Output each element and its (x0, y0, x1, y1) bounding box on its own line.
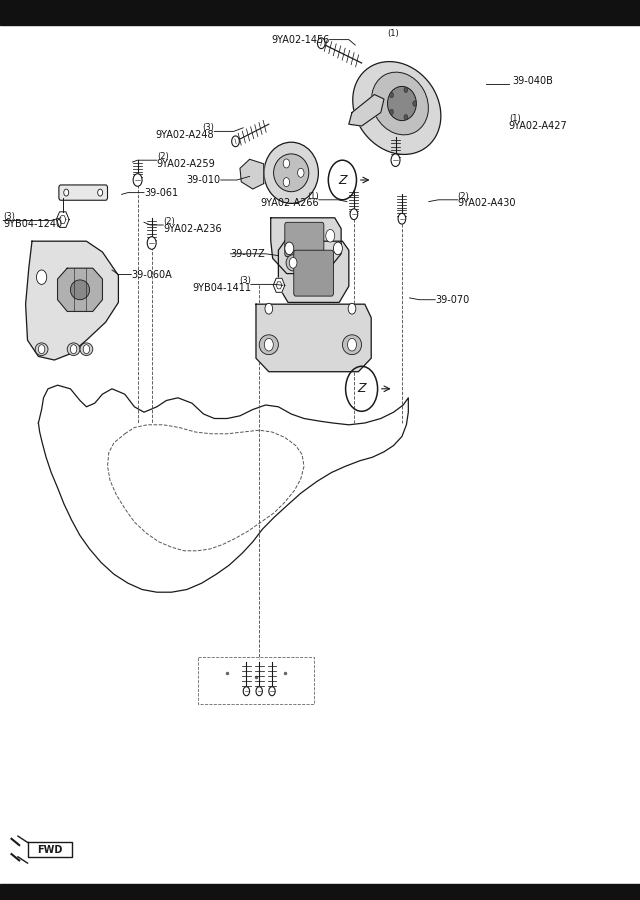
Circle shape (285, 242, 294, 255)
Text: Z: Z (357, 382, 366, 395)
Circle shape (333, 242, 342, 255)
Circle shape (391, 154, 400, 166)
Ellipse shape (35, 343, 48, 356)
Bar (0, 884, 640, 900)
Polygon shape (256, 304, 371, 372)
Circle shape (38, 345, 45, 354)
Text: 9YA02-A259: 9YA02-A259 (157, 158, 216, 169)
Circle shape (289, 257, 297, 268)
Circle shape (348, 338, 356, 351)
Circle shape (404, 114, 408, 120)
Text: 39-070: 39-070 (435, 294, 470, 305)
Ellipse shape (80, 343, 93, 356)
Circle shape (298, 168, 304, 177)
Circle shape (404, 87, 408, 93)
Ellipse shape (388, 86, 417, 121)
Circle shape (83, 345, 90, 354)
Polygon shape (271, 218, 341, 274)
Text: 9YA02-A266: 9YA02-A266 (260, 198, 319, 209)
Text: (1): (1) (307, 192, 319, 201)
Text: 9YB04-1240: 9YB04-1240 (3, 219, 62, 230)
Ellipse shape (274, 154, 309, 192)
Circle shape (64, 189, 68, 196)
Circle shape (70, 345, 77, 354)
Polygon shape (240, 159, 264, 189)
FancyBboxPatch shape (285, 222, 324, 256)
Text: (2): (2) (163, 217, 175, 226)
Text: 39-040B: 39-040B (512, 76, 553, 86)
Text: 39-010: 39-010 (187, 175, 221, 185)
Text: 9YB04-1411: 9YB04-1411 (192, 283, 251, 293)
Text: 9YA02-A430: 9YA02-A430 (458, 198, 516, 209)
Ellipse shape (342, 335, 362, 355)
Text: 9YA02-A236: 9YA02-A236 (163, 223, 222, 234)
Circle shape (98, 189, 102, 196)
Circle shape (147, 237, 156, 249)
Circle shape (269, 687, 275, 696)
Ellipse shape (264, 142, 319, 203)
Ellipse shape (259, 335, 278, 355)
Text: Z: Z (338, 174, 347, 186)
Text: FWD: FWD (37, 844, 63, 855)
Text: 39-061: 39-061 (144, 187, 178, 198)
Circle shape (133, 174, 142, 186)
Circle shape (390, 93, 394, 98)
Circle shape (283, 177, 289, 186)
Polygon shape (278, 241, 349, 302)
Text: (3): (3) (239, 276, 251, 285)
Text: (2): (2) (458, 192, 469, 201)
Ellipse shape (70, 280, 90, 300)
Text: 9YA02-A427: 9YA02-A427 (509, 121, 568, 131)
Text: 9YA02-A248: 9YA02-A248 (156, 130, 214, 140)
Circle shape (36, 270, 47, 284)
Circle shape (265, 303, 273, 314)
Circle shape (256, 687, 262, 696)
Polygon shape (26, 241, 118, 360)
Circle shape (264, 338, 273, 351)
Text: 9YA02-1456: 9YA02-1456 (271, 34, 330, 45)
Circle shape (350, 209, 358, 220)
Ellipse shape (353, 61, 441, 155)
Text: (2): (2) (157, 152, 168, 161)
FancyBboxPatch shape (294, 250, 333, 296)
Polygon shape (56, 212, 69, 228)
Text: (1): (1) (509, 114, 520, 123)
Circle shape (232, 136, 239, 147)
Circle shape (243, 687, 250, 696)
Circle shape (283, 159, 289, 168)
Circle shape (413, 101, 417, 106)
Polygon shape (273, 278, 285, 293)
Polygon shape (58, 268, 102, 311)
Bar (0, 0, 640, 25)
Ellipse shape (286, 255, 300, 271)
Circle shape (326, 230, 335, 242)
Circle shape (348, 303, 356, 314)
Text: 39-07Z: 39-07Z (230, 248, 265, 259)
Ellipse shape (67, 343, 80, 356)
Text: (3): (3) (202, 123, 214, 132)
Circle shape (390, 109, 394, 114)
Text: (1): (1) (387, 29, 399, 38)
Text: 39-060A: 39-060A (131, 269, 172, 280)
Ellipse shape (372, 72, 428, 135)
Text: (3): (3) (3, 212, 15, 221)
Circle shape (317, 38, 325, 49)
Circle shape (398, 213, 406, 224)
FancyBboxPatch shape (59, 184, 108, 200)
Polygon shape (349, 94, 384, 126)
